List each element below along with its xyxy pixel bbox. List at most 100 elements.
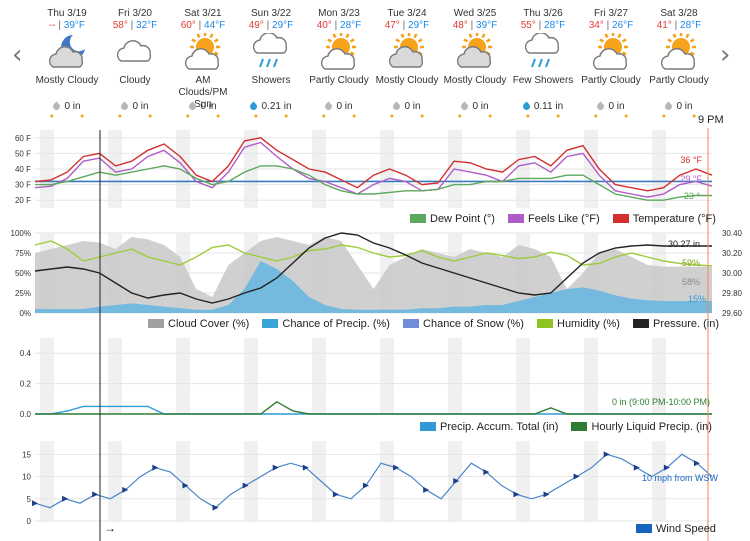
- wind-line: [34, 453, 713, 509]
- night-band: [380, 441, 394, 521]
- wind-direction-arrow: [393, 464, 400, 471]
- wind-direction-arrow: [62, 495, 69, 502]
- day-column[interactable]: Thu 3/26 55° | 28°F Few Showers 0.11 in ● ●: [510, 8, 576, 121]
- right-tick-label: 29.80: [722, 289, 743, 298]
- precip-value: 0 in: [64, 101, 81, 112]
- next-days-button[interactable]: ›: [720, 40, 731, 70]
- precip-amount: 0.21 in: [238, 101, 304, 113]
- condition-label: Mostly Cloudy: [443, 75, 507, 86]
- prev-days-button[interactable]: ‹: [12, 40, 23, 70]
- temp-legend: Dew Point (°) Feels Like (°F) Temperatur…: [410, 213, 716, 225]
- sunset-icon: ●: [148, 113, 153, 120]
- night-band: [652, 338, 666, 414]
- sunrise-icon: ●: [49, 113, 54, 120]
- day-name: Fri 3/20: [118, 8, 152, 19]
- precip-value: 0.21 in: [261, 101, 292, 112]
- temp-separator: |: [55, 20, 64, 31]
- mostly-cloudy-night-icon: [34, 33, 100, 75]
- wind-legend: Wind Speed: [636, 523, 716, 535]
- weather-icon-graphic: [524, 32, 560, 68]
- day-name: Sat 3/28: [660, 8, 698, 19]
- partly-cloudy-sun-icon: [646, 32, 712, 75]
- legend-humidity: Humidity (%): [557, 318, 620, 330]
- legend-pressure: Pressure. (in): [653, 318, 720, 330]
- day-temps: 47° | 29°F: [374, 20, 440, 33]
- weather-icon-graphic: [660, 32, 696, 70]
- y-tick-label: 10: [22, 473, 31, 482]
- sun-time-markers: ● ●: [102, 113, 168, 121]
- weather-icon-graphic: [456, 32, 492, 68]
- day-name: Sun 3/22: [250, 8, 292, 19]
- high-temp: 58°: [112, 20, 128, 31]
- wind-direction-arrow: [152, 464, 159, 471]
- low-temp: 39°F: [476, 20, 498, 31]
- wind-direction-arrow: [693, 460, 700, 467]
- precip-amount: 0 in: [374, 101, 440, 113]
- wind-direction-arrow: [182, 482, 189, 489]
- y-tick-label: 0: [27, 517, 32, 526]
- precip-note: 0 in (9:00 PM-10:00 PM): [612, 397, 711, 407]
- day-column[interactable]: Wed 3/25 48° | 39°F Mostly Cloudy 0 in ● ●: [442, 8, 508, 121]
- high-temp: --: [48, 20, 56, 31]
- temp-separator: |: [195, 20, 205, 31]
- wind-direction-arrow: [272, 464, 279, 471]
- temp-separator: |: [127, 20, 137, 31]
- day-temps: -- | 39°F: [34, 20, 100, 33]
- day-column[interactable]: Fri 3/20 58° | 32°F Cloudy 0 in ● ●: [102, 8, 168, 121]
- night-band: [516, 338, 530, 414]
- wind-speed-swatch: [636, 524, 652, 533]
- series-line-1: [34, 141, 713, 198]
- wind-direction-arrow: [332, 491, 339, 498]
- humidity-line: [34, 240, 713, 267]
- sun-time-markers: ● ●: [646, 113, 712, 121]
- low-temp: 26°F: [612, 20, 634, 31]
- day-column[interactable]: Tue 3/24 47° | 29°F Mostly Cloudy 0 in ● ●: [374, 8, 440, 121]
- right-tick-label: 30.20: [722, 249, 743, 258]
- day-column[interactable]: Mon 3/23 40° | 28°F Partly Cloudy 0 in ● ●: [306, 8, 372, 121]
- y-tick-label: 60 F: [15, 134, 31, 143]
- wind-direction-arrow: [32, 500, 38, 507]
- high-temp: 41°: [656, 20, 672, 31]
- sunset-icon: ●: [216, 113, 221, 120]
- sunset-icon: ●: [624, 113, 629, 120]
- wind-direction-arrow: [242, 482, 249, 489]
- day-column[interactable]: Fri 3/27 34° | 26°F Partly Cloudy 0 in ● ●: [578, 8, 644, 121]
- precip-value: 0 in: [608, 101, 625, 112]
- night-band: [40, 338, 54, 414]
- night-band: [312, 441, 326, 521]
- chance-snow-swatch: [403, 319, 420, 328]
- wind-direction-arrow: [362, 482, 369, 489]
- y-tick-label: 0.0: [20, 410, 32, 419]
- sunrise-icon: ●: [593, 113, 598, 120]
- day-column[interactable]: Sat 3/28 41° | 28°F Partly Cloudy 0 in ● ●: [646, 8, 712, 121]
- wind-direction-arrow: [483, 469, 490, 476]
- night-band: [40, 441, 54, 521]
- precip-amount: 0 in: [170, 101, 236, 113]
- condition-label: Partly Cloudy: [309, 75, 369, 86]
- scroll-right-arrow[interactable]: →: [104, 521, 116, 535]
- precip-amount: 0 in: [102, 101, 168, 113]
- y-tick-label: 20 F: [15, 196, 31, 205]
- precip-amount: 0 in: [34, 101, 100, 113]
- high-temp: 34°: [588, 20, 604, 31]
- temp-separator: |: [535, 20, 545, 31]
- legend-temperature: Temperature (°F): [632, 213, 716, 225]
- humidity-end-label: 59%: [682, 258, 700, 268]
- precip-value: 0 in: [404, 101, 421, 112]
- precip-legend: Precip. Accum. Total (in) Hourly Liquid …: [420, 421, 712, 433]
- sunset-icon: ●: [80, 113, 85, 120]
- day-column[interactable]: Sat 3/21 60° | 44°F AM Clouds/PM Sun 0 in ● ●: [170, 8, 236, 121]
- day-column[interactable]: Sun 3/22 49° | 29°F Showers 0.21 in ● ●: [238, 8, 304, 121]
- sunset-icon: ●: [352, 113, 357, 120]
- legend-liquid: Hourly Liquid Precip. (in): [591, 421, 712, 433]
- day-column[interactable]: Thu 3/19 -- | 39°F Mostly Cloudy 0 in ● ●: [34, 8, 100, 121]
- wind-direction-arrow: [543, 491, 550, 498]
- precip-value: 0 in: [676, 101, 693, 112]
- sun-time-markers: ● ●: [442, 113, 508, 121]
- temp-separator: |: [671, 20, 681, 31]
- day-temps: 58° | 32°F: [102, 20, 168, 33]
- high-temp: 60°: [180, 20, 196, 31]
- temp-end-label: 36 °F: [680, 155, 702, 165]
- low-temp: 44°F: [204, 20, 226, 31]
